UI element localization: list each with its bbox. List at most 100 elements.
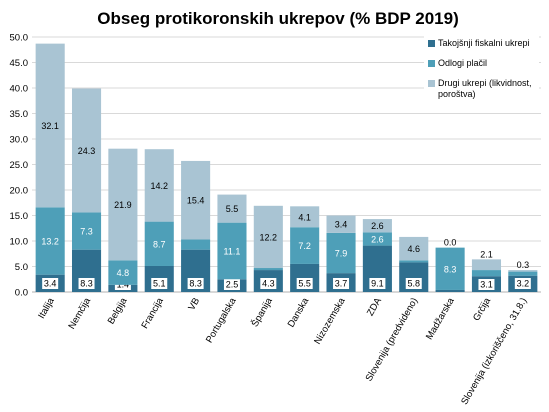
data-label: 21.9 xyxy=(114,200,132,210)
x-tick-label: Nizozemska xyxy=(312,295,348,346)
x-tick-label: Grčija xyxy=(471,295,493,323)
bar-segment xyxy=(253,205,283,269)
bar-group: 3.4 13.2 32.1 xyxy=(35,43,65,292)
bar-segment xyxy=(508,270,538,272)
data-label-box xyxy=(296,278,313,289)
data-label: 32.1 xyxy=(41,121,59,131)
data-label: 14.2 xyxy=(150,181,168,191)
data-label: 5.5 xyxy=(298,279,311,289)
legend-label: Drugi ukrepi (likvidnost, poroštva) xyxy=(438,78,532,99)
data-label: 5.5 xyxy=(226,204,239,214)
data-label-box xyxy=(42,278,59,289)
data-label: 4.6 xyxy=(407,244,420,254)
data-label: 9.1 xyxy=(371,279,384,289)
bar-group: 9.1 2.6 2.6 xyxy=(362,219,392,292)
bar-group: 3.2 0.80.3 xyxy=(508,260,538,292)
bar-group: 8.32.015.4 xyxy=(181,160,211,292)
data-label: 13.2 xyxy=(41,237,59,247)
data-label: 7.3 xyxy=(80,227,93,237)
data-label-box xyxy=(223,279,240,290)
legend: Takojšnji fiskalni ukrepi Odlogi plačil Dr… xyxy=(424,36,539,104)
y-tick-label: 0.0 xyxy=(15,288,28,299)
bar-group: 1.44.821.9 xyxy=(108,148,138,292)
x-tick-label: Nemčija xyxy=(66,295,93,331)
x-tick-label: VB xyxy=(186,296,202,312)
data-label-box xyxy=(369,278,386,289)
bar-segment xyxy=(471,270,502,277)
data-label: 2.6 xyxy=(371,234,384,244)
bar-group: 3.11.22.1 xyxy=(471,249,502,292)
bar-segment xyxy=(71,88,102,213)
data-label: 8.3 xyxy=(80,279,93,289)
bar-segment xyxy=(71,212,102,250)
data-label-box xyxy=(260,278,277,289)
bar-segment xyxy=(290,206,320,228)
data-label: 8.7 xyxy=(153,239,166,249)
bar-segment xyxy=(35,43,65,208)
x-tick-label: Danska xyxy=(286,295,312,329)
x-tick-label: Francija xyxy=(139,295,166,330)
x-axis-labels: Italija Nemčija Belgija Francija VB Portugals… xyxy=(36,295,529,406)
data-label: 2.6 xyxy=(371,221,384,231)
data-label: 8.3 xyxy=(189,279,202,289)
bar-segment xyxy=(471,259,502,271)
bar-segment xyxy=(253,268,283,271)
y-tick-label: 45.0 xyxy=(10,58,29,69)
data-label-box xyxy=(478,279,495,290)
bar-segment xyxy=(290,227,320,264)
bar-segment xyxy=(362,232,392,246)
data-label: 0.8 xyxy=(517,262,530,272)
bar-segment xyxy=(181,160,211,240)
bar-segment xyxy=(35,207,65,275)
data-label-box xyxy=(405,278,422,289)
y-tick-label: 25.0 xyxy=(10,160,29,171)
bar-segment xyxy=(326,232,356,274)
y-tick-label: 50.0 xyxy=(10,33,29,44)
bar-segment xyxy=(399,236,429,261)
data-label: 0.0 xyxy=(444,238,457,248)
data-label: 11.1 xyxy=(224,246,241,256)
x-tick-label: Italija xyxy=(36,295,57,320)
chart-title: Obseg protikoronskih ukrepov (% BDP 2019… xyxy=(97,9,459,28)
bar-group: 3.7 7.9 3.4 xyxy=(326,215,356,292)
data-label-box xyxy=(333,278,350,289)
x-tick-label: Slovenija (izkoriščeno, 31.8.) xyxy=(459,296,529,407)
data-label-box xyxy=(78,278,95,289)
y-tick-label: 10.0 xyxy=(10,237,29,248)
bar-segment xyxy=(108,148,138,261)
data-label: 24.3 xyxy=(78,146,96,156)
y-tick-label: 40.0 xyxy=(10,84,29,95)
legend-box xyxy=(424,36,539,104)
y-tick-label: 20.0 xyxy=(10,186,29,197)
legend-label: Takojšnji fiskalni ukrepi xyxy=(438,38,530,48)
x-tick-label: Madžarska xyxy=(424,295,457,341)
bar-segment xyxy=(144,149,174,222)
data-label: 7.2 xyxy=(298,241,311,251)
y-tick-label: 15.0 xyxy=(10,211,29,222)
bar-segment xyxy=(217,194,247,223)
bar-group: 0.48.30.0 xyxy=(435,238,465,292)
data-label: 4.3 xyxy=(262,279,275,289)
bar-segment xyxy=(399,260,429,263)
y-tick-label: 35.0 xyxy=(10,109,29,120)
bar-segment xyxy=(435,289,465,292)
y-tick-label: 5.0 xyxy=(15,262,28,273)
data-label: 0.3 xyxy=(517,260,530,270)
x-tick-label: Portugalska xyxy=(204,295,239,345)
data-label: 4.1 xyxy=(298,212,311,222)
legend-label: Odlogi plačil xyxy=(438,58,487,68)
bar-segment xyxy=(181,239,211,250)
data-label-box xyxy=(187,278,204,289)
data-label: 2.1 xyxy=(480,249,493,259)
data-label: 7.9 xyxy=(335,248,348,258)
bar-group: 5.1 8.7 14.2 xyxy=(144,149,174,292)
bar-segment xyxy=(508,271,538,276)
legend-swatch xyxy=(428,80,435,87)
data-label: 3.1 xyxy=(480,280,493,290)
bar-segment xyxy=(217,222,247,280)
bar-group: 5.80.44.6 xyxy=(399,236,429,292)
bar-segment xyxy=(144,221,174,266)
y-tick-label: 30.0 xyxy=(10,135,29,146)
